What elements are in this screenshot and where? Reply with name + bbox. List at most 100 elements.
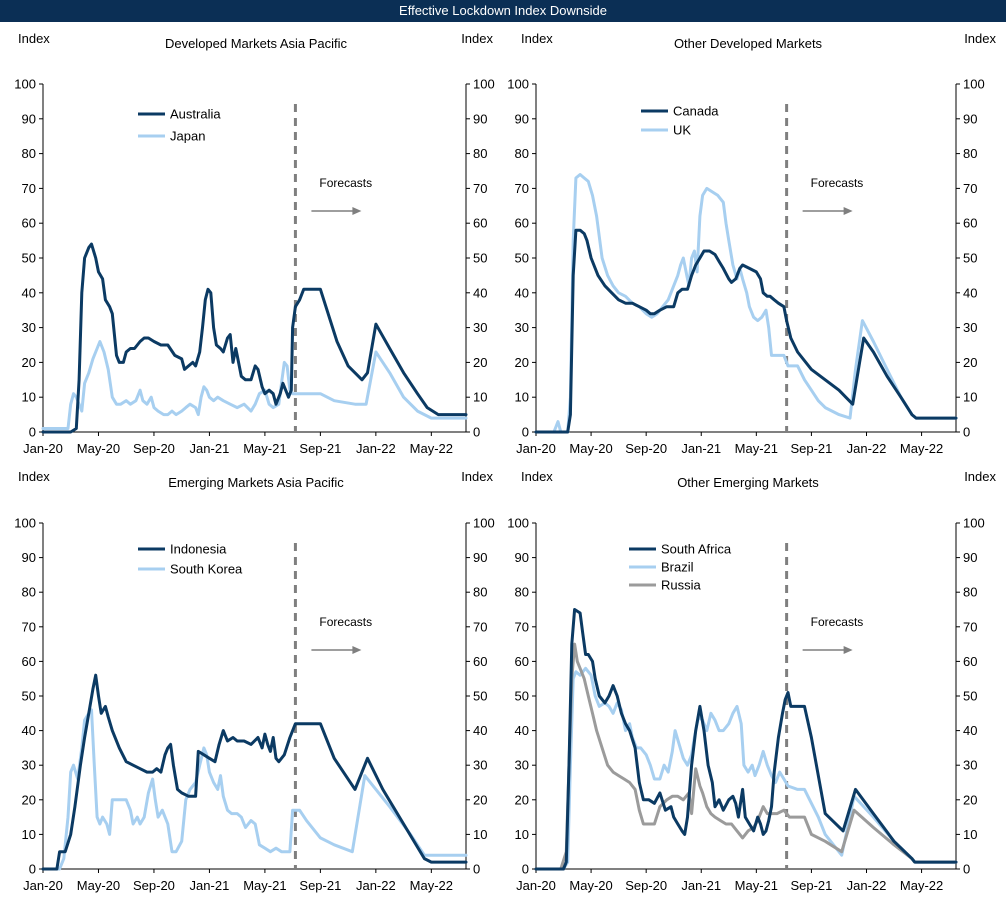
y-tick-label-left: 100 <box>14 516 36 531</box>
x-tick-label: Jan-21 <box>190 878 230 893</box>
x-tick-label: Sep-21 <box>790 878 832 893</box>
chart-title: Other Developed Markets <box>674 36 823 51</box>
y-tick-label-right: 70 <box>473 619 487 634</box>
y-tick-label-right: 60 <box>473 654 487 669</box>
legend-label: Australia <box>170 107 221 122</box>
forecast-annotation: Forecasts <box>811 615 864 629</box>
y-tick-label-right: 50 <box>473 689 487 704</box>
y-tick-label-left: 10 <box>22 390 36 405</box>
x-tick-label: Sep-21 <box>299 441 341 456</box>
x-tick-label: Sep-20 <box>133 878 175 893</box>
series-line-russia <box>534 642 958 871</box>
y-tick-label-right: 80 <box>473 146 487 161</box>
x-tick-label: May-20 <box>569 441 612 456</box>
chart-title: Emerging Markets Asia Pacific <box>168 475 344 490</box>
forecast-arrow-head <box>352 207 362 215</box>
y-tick-label-right: 10 <box>963 827 977 842</box>
y-tick-label-right: 10 <box>963 390 977 405</box>
y-tick-label-right: 40 <box>963 285 977 300</box>
x-tick-label: May-21 <box>243 878 286 893</box>
y-tick-label-left: 60 <box>22 216 36 231</box>
y-tick-label-left: 80 <box>515 146 529 161</box>
y-tick-label-right: 100 <box>473 77 495 92</box>
y-tick-label-left: 60 <box>515 654 529 669</box>
x-tick-label: Jan-20 <box>516 441 556 456</box>
y-axis-label-right: Index <box>964 31 996 46</box>
chart-panel-other-developed: Other Developed Markets Index Index 0 0 10 10 2… <box>503 22 1006 460</box>
x-tick-label: Jan-22 <box>847 441 887 456</box>
legend-label: Russia <box>661 578 702 593</box>
y-tick-label-left: 90 <box>22 111 36 126</box>
y-tick-label-right: 50 <box>473 251 487 266</box>
y-tick-label-right: 80 <box>473 585 487 600</box>
y-tick-label-left: 10 <box>22 827 36 842</box>
y-tick-label-left: 90 <box>22 550 36 565</box>
legend-label: UK <box>673 123 691 138</box>
y-tick-label-left: 30 <box>515 758 529 773</box>
series-line-australia <box>41 242 468 434</box>
chart-banner-title: Effective Lockdown Index Downside <box>0 0 1006 22</box>
y-tick-label-left: 50 <box>22 689 36 704</box>
x-tick-label: May-20 <box>77 441 120 456</box>
y-tick-label-left: 50 <box>515 689 529 704</box>
chart-svg: Other Developed Markets Index Index 0 0 10 10 2… <box>507 31 996 456</box>
x-tick-label: May-22 <box>410 878 453 893</box>
x-tick-label: May-21 <box>735 441 778 456</box>
series-line-south-korea <box>41 708 468 871</box>
y-tick-label-left: 0 <box>29 425 36 440</box>
forecast-arrow-head <box>352 646 362 654</box>
y-tick-label-left: 100 <box>507 516 529 531</box>
y-tick-label-right: 0 <box>963 862 970 877</box>
x-tick-label: May-21 <box>735 878 778 893</box>
y-axis-label-left: Index <box>521 31 553 46</box>
x-tick-label: May-22 <box>900 441 943 456</box>
x-tick-label: Jan-21 <box>190 441 230 456</box>
y-tick-label-right: 10 <box>473 827 487 842</box>
y-tick-label-right: 30 <box>473 320 487 335</box>
y-tick-label-left: 20 <box>22 792 36 807</box>
y-tick-label-right: 100 <box>963 516 985 531</box>
y-tick-label-left: 100 <box>14 77 36 92</box>
chart-svg: Other Emerging Markets Index Index 0 0 10 10 20… <box>507 469 996 893</box>
chart-title: Other Emerging Markets <box>677 475 819 490</box>
y-tick-label-right: 80 <box>963 146 977 161</box>
forecast-annotation: Forecasts <box>811 176 864 190</box>
legend-label: South Africa <box>661 542 732 557</box>
legend-label: South Korea <box>170 562 243 577</box>
y-tick-label-right: 80 <box>963 585 977 600</box>
series-line-canada <box>534 228 958 434</box>
y-tick-label-left: 0 <box>522 425 529 440</box>
y-tick-label-right: 60 <box>963 216 977 231</box>
y-tick-label-right: 60 <box>473 216 487 231</box>
forecast-annotation: Forecasts <box>319 615 372 629</box>
x-tick-label: May-22 <box>900 878 943 893</box>
series-line-uk <box>534 173 958 434</box>
x-tick-label: May-21 <box>243 441 286 456</box>
y-tick-label-right: 60 <box>963 654 977 669</box>
y-tick-label-left: 50 <box>515 251 529 266</box>
series-line-south-africa <box>534 608 958 871</box>
forecast-arrow-head <box>843 207 853 215</box>
y-tick-label-left: 30 <box>22 320 36 335</box>
y-axis-label-right: Index <box>964 469 996 484</box>
y-tick-label-right: 0 <box>473 425 480 440</box>
y-tick-label-right: 20 <box>473 355 487 370</box>
y-tick-label-right: 0 <box>963 425 970 440</box>
y-axis-label-right: Index <box>461 469 493 484</box>
y-tick-label-right: 100 <box>473 516 495 531</box>
x-tick-label: Jan-21 <box>681 878 721 893</box>
chart-panel-other-emerging: Other Emerging Markets Index Index 0 0 10 10 20… <box>503 460 1006 909</box>
y-tick-label-right: 30 <box>963 758 977 773</box>
y-tick-label-left: 20 <box>22 355 36 370</box>
x-tick-label: May-20 <box>569 878 612 893</box>
chart-panel-emerging-asia: Emerging Markets Asia Pacific Index Index 0… <box>0 460 503 909</box>
y-tick-label-left: 20 <box>515 355 529 370</box>
y-axis-label-left: Index <box>521 469 553 484</box>
legend-label: Indonesia <box>170 542 227 557</box>
y-tick-label-left: 10 <box>515 390 529 405</box>
x-tick-label: May-20 <box>77 878 120 893</box>
x-tick-label: Jan-22 <box>356 441 396 456</box>
x-tick-label: Jan-22 <box>847 878 887 893</box>
y-tick-label-left: 40 <box>22 723 36 738</box>
y-tick-label-right: 100 <box>963 77 985 92</box>
